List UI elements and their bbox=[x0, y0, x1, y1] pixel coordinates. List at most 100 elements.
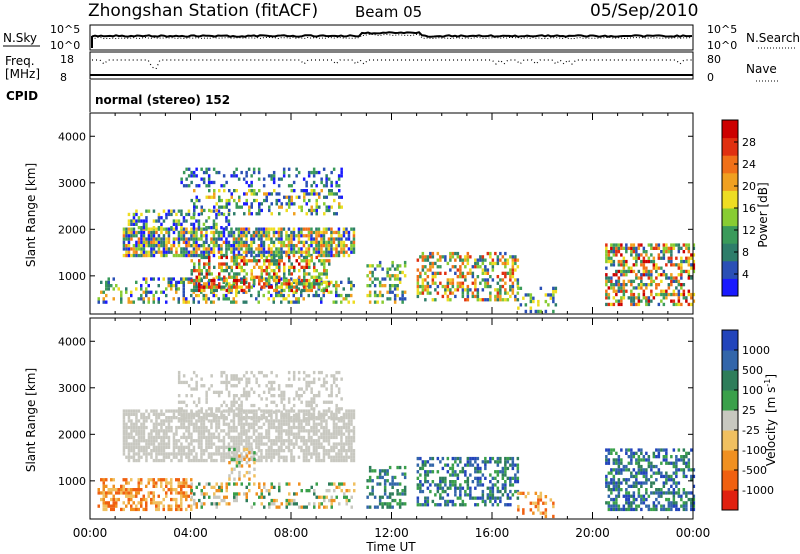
velocity-cell bbox=[429, 456, 432, 461]
power-cell bbox=[297, 300, 300, 304]
velocity-cell bbox=[155, 412, 158, 416]
velocity-cell bbox=[207, 432, 211, 436]
velocity-cell bbox=[200, 455, 203, 459]
power-cell bbox=[330, 250, 333, 254]
power-cell bbox=[190, 237, 193, 241]
power-cell bbox=[637, 246, 641, 250]
velocity-cell bbox=[237, 432, 241, 436]
velocity-cell bbox=[368, 465, 372, 470]
power-cell bbox=[270, 285, 273, 289]
velocity-cell bbox=[172, 442, 176, 446]
power-cell bbox=[504, 291, 507, 295]
velocity-cell bbox=[496, 473, 500, 477]
velocity-cell bbox=[516, 480, 520, 484]
power-cell bbox=[225, 255, 228, 260]
power-cell bbox=[652, 266, 656, 270]
power-cell bbox=[280, 285, 283, 289]
power-cell bbox=[677, 279, 681, 283]
velocity-cell bbox=[162, 412, 166, 416]
power-cell bbox=[645, 259, 648, 264]
velocity-cell bbox=[476, 476, 480, 480]
velocity-cell bbox=[509, 480, 512, 484]
power-cell bbox=[431, 261, 435, 266]
power-cell bbox=[285, 278, 288, 283]
velocity-cell bbox=[426, 486, 430, 490]
velocity-cell bbox=[132, 422, 136, 426]
power-cell bbox=[610, 243, 613, 247]
power-cell bbox=[237, 230, 241, 235]
velocity-cell bbox=[205, 435, 208, 440]
power-cell bbox=[283, 265, 286, 269]
power-cell bbox=[222, 253, 226, 258]
power-cell bbox=[300, 288, 303, 293]
power-cell bbox=[295, 278, 298, 283]
power-cell bbox=[290, 300, 293, 304]
power-cell bbox=[305, 180, 308, 185]
power-cell bbox=[295, 174, 298, 178]
power-cell bbox=[258, 259, 261, 263]
power-cell bbox=[481, 271, 485, 275]
velocity-cell bbox=[320, 502, 323, 506]
velocity-cell bbox=[337, 407, 341, 411]
velocity-cell bbox=[504, 463, 507, 467]
velocity-cell bbox=[627, 501, 631, 505]
velocity-cell bbox=[459, 483, 462, 487]
velocity-cell bbox=[197, 409, 201, 413]
power-cell bbox=[198, 278, 201, 283]
velocity-cell bbox=[247, 442, 251, 446]
velocity-cell bbox=[130, 488, 133, 492]
power-cell bbox=[268, 285, 271, 289]
power-cell bbox=[248, 205, 251, 209]
velocity-cell bbox=[620, 488, 623, 492]
power-cell bbox=[290, 234, 293, 238]
power-cell bbox=[682, 289, 686, 293]
power-cell bbox=[197, 222, 201, 226]
power-cell bbox=[660, 279, 663, 283]
velocity-cell bbox=[220, 370, 223, 375]
power-cell bbox=[165, 240, 168, 244]
velocity-cell bbox=[232, 397, 236, 401]
power-cell bbox=[401, 270, 404, 275]
velocity-cell bbox=[235, 429, 238, 433]
power-cell bbox=[235, 253, 238, 258]
power-cell bbox=[237, 177, 241, 181]
velocity-cell bbox=[240, 464, 244, 468]
velocity-cell bbox=[255, 416, 258, 420]
velocity-cell bbox=[232, 409, 236, 413]
velocity-cell bbox=[275, 449, 278, 453]
power-cell bbox=[675, 279, 678, 283]
power-cell bbox=[298, 282, 301, 286]
velocity-cell bbox=[130, 445, 133, 449]
velocity-cell bbox=[295, 419, 298, 423]
velocity-cell bbox=[152, 439, 156, 443]
power-cell bbox=[237, 240, 241, 244]
velocity-cell bbox=[152, 425, 156, 430]
power-cell bbox=[687, 246, 691, 250]
power-cell bbox=[682, 283, 686, 287]
power-cell bbox=[280, 253, 283, 258]
power-cell bbox=[140, 230, 143, 235]
velocity-cell bbox=[340, 432, 343, 436]
power-cell bbox=[212, 226, 216, 230]
power-cell bbox=[449, 278, 452, 282]
power-cell bbox=[195, 195, 198, 199]
power-cell bbox=[127, 237, 131, 241]
power-cell bbox=[265, 265, 268, 269]
velocity-cell bbox=[187, 422, 191, 426]
velocity-cell bbox=[150, 497, 153, 502]
power-cell bbox=[514, 255, 517, 259]
power-cell bbox=[690, 256, 693, 260]
power-cell bbox=[308, 282, 311, 286]
power-cell bbox=[282, 174, 286, 178]
velocity-cell bbox=[308, 489, 311, 493]
velocity-cell bbox=[429, 463, 432, 467]
power-cell bbox=[245, 202, 248, 206]
power-cell bbox=[692, 269, 696, 274]
power-cell bbox=[272, 170, 276, 175]
power-cell bbox=[207, 250, 211, 254]
velocity-cell bbox=[307, 400, 311, 404]
power-cell bbox=[258, 282, 261, 286]
velocity-cell bbox=[117, 491, 120, 495]
velocity-cell bbox=[180, 455, 183, 459]
velocity-cell bbox=[474, 476, 477, 480]
